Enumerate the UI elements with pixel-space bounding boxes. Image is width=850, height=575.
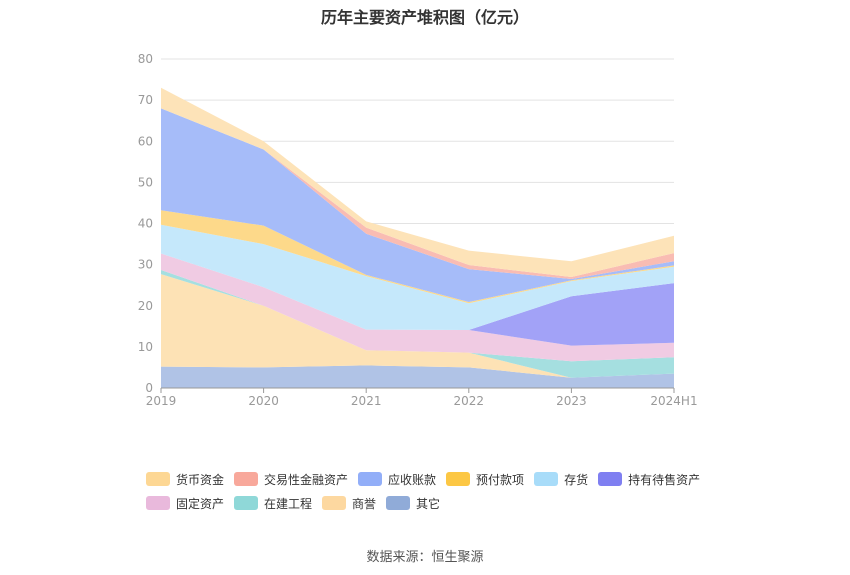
- x-tick-label: 2019: [146, 394, 177, 408]
- legend-label: 固定资产: [176, 496, 225, 511]
- y-tick-label: 70: [138, 93, 153, 107]
- legend-item[interactable]: 其它: [386, 494, 440, 512]
- area-series-9: [161, 87, 674, 277]
- area-series-6: [161, 210, 674, 304]
- legend-swatch: [598, 472, 623, 486]
- area-series-2: [161, 270, 674, 378]
- legend-swatch: [146, 472, 170, 486]
- legend-item[interactable]: 交易性金融资产: [234, 470, 348, 488]
- y-tick-label: 0: [145, 381, 153, 395]
- area-layer: [161, 87, 674, 388]
- legend-label: 存货: [564, 472, 589, 487]
- area-series-5: [161, 224, 674, 330]
- y-tick-label: 30: [138, 258, 153, 272]
- legend-swatch: [358, 472, 383, 486]
- y-tick-label: 50: [138, 175, 153, 189]
- legend-label: 在建工程: [264, 496, 313, 511]
- y-tick-label: 20: [138, 299, 153, 313]
- legend-label: 货币资金: [176, 472, 225, 487]
- legend-swatch: [534, 472, 559, 486]
- legend-swatch: [446, 472, 471, 486]
- legend-swatch: [234, 496, 259, 510]
- legend-item[interactable]: 持有待售资产: [598, 470, 700, 488]
- y-tick-label: 80: [138, 52, 153, 66]
- legend-item[interactable]: 固定资产: [146, 494, 224, 512]
- legend-label: 其它: [416, 496, 441, 511]
- legend-label: 预付款项: [476, 472, 525, 487]
- y-tick-label: 10: [138, 340, 153, 354]
- source-note: 数据来源：恒生聚源: [366, 550, 484, 565]
- legend-swatch: [322, 496, 347, 510]
- legend-swatch: [234, 472, 259, 486]
- legend-label: 交易性金融资产: [264, 472, 349, 487]
- legend: 货币资金 交易性金融资产 应收账款 预付款项 存货 持有待售资产固定资产 在建工程 商誉 其它: [146, 470, 716, 518]
- legend-item[interactable]: 商誉: [322, 494, 376, 512]
- axis-layer: 0 10 20 30 40 50 60 70 80 2019 2020 2021 2022 2023 202…: [138, 52, 698, 408]
- legend-swatch: [146, 496, 170, 510]
- area-series-1: [161, 274, 674, 378]
- x-tick-label: 2021: [351, 394, 382, 408]
- x-tick-label: 2020: [248, 394, 279, 408]
- x-tick-label: 2022: [454, 394, 485, 408]
- legend-item[interactable]: 货币资金: [146, 470, 224, 488]
- area-series-3: [161, 253, 674, 362]
- legend-item[interactable]: 存货: [534, 470, 588, 488]
- legend-item[interactable]: 在建工程: [234, 494, 312, 512]
- y-tick-label: 60: [138, 134, 153, 148]
- x-tick-label: 2024H1: [650, 394, 697, 408]
- legend-label: 持有待售资产: [628, 472, 701, 487]
- area-series-7: [161, 108, 674, 303]
- legend-item[interactable]: 应收账款: [358, 470, 436, 488]
- x-tick-label: 2023: [556, 394, 587, 408]
- area-series-4: [161, 253, 674, 346]
- legend-item[interactable]: 预付款项: [446, 470, 524, 488]
- legend-label: 商誉: [352, 496, 377, 511]
- chart-title: 历年主要资产堆积图（亿元）: [320, 8, 529, 27]
- y-tick-label: 40: [138, 217, 153, 231]
- area-series-0: [161, 365, 674, 388]
- legend-label: 应收账款: [388, 472, 437, 487]
- legend-swatch: [386, 496, 411, 510]
